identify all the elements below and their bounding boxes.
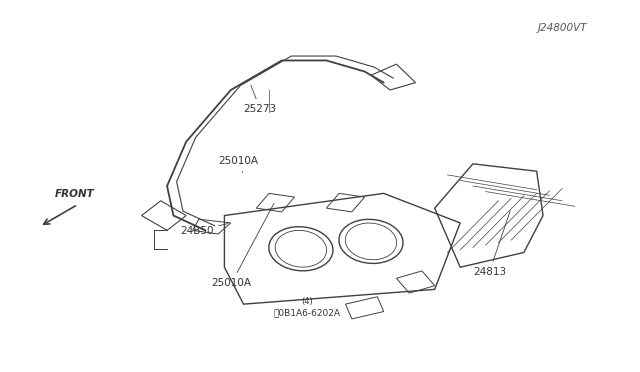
Text: 25010A: 25010A <box>218 156 258 172</box>
Text: (4): (4) <box>301 297 313 306</box>
Text: 24813: 24813 <box>473 211 510 277</box>
Text: FRONT: FRONT <box>55 189 95 199</box>
Text: J24800VT: J24800VT <box>538 23 587 33</box>
Text: 25010A: 25010A <box>212 203 274 288</box>
Text: Ⓒ0B1A6-6202A: Ⓒ0B1A6-6202A <box>274 308 340 317</box>
Text: 25273: 25273 <box>244 85 276 114</box>
Text: 24B50: 24B50 <box>180 224 228 236</box>
